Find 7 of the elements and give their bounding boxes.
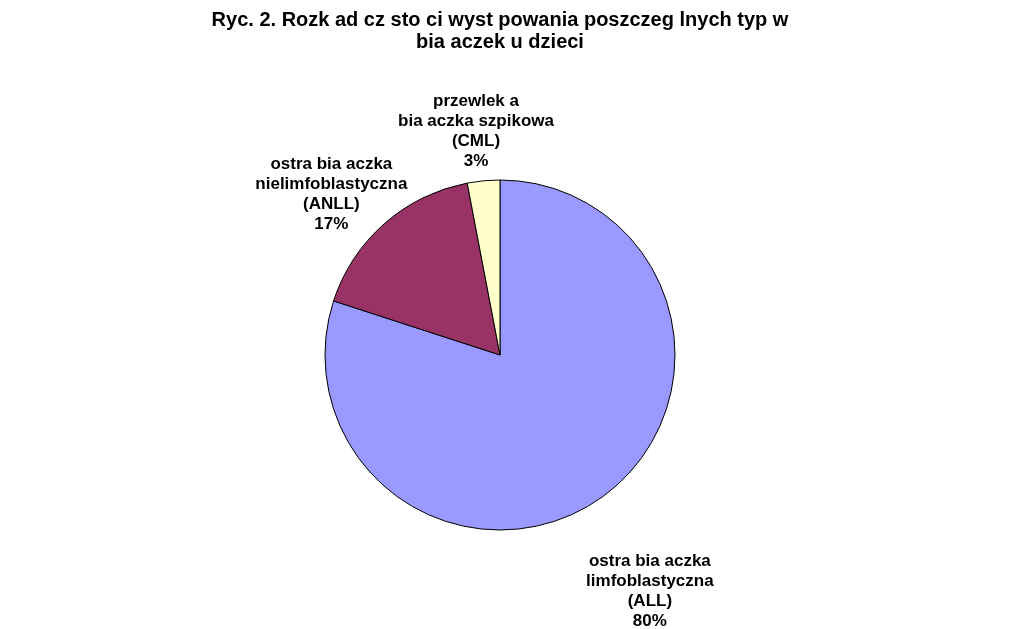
- chart-title: Ryc. 2. Rozk ad cz sto ci wyst powania poszczeg lnych typ w bia aczek u dzieci: [211, 8, 789, 53]
- data-label: 80%: [632, 611, 667, 629]
- slice-label: ostra bia aczka nielimfoblastyczna (ANLL): [255, 153, 408, 213]
- slice-label: przewlek a bia aczka szpikowa (CML): [398, 91, 555, 151]
- data-label: 3%: [463, 151, 489, 171]
- slice-label: ostra bia aczka limfoblastyczna (ALL): [586, 551, 715, 611]
- data-label: 17%: [314, 213, 349, 233]
